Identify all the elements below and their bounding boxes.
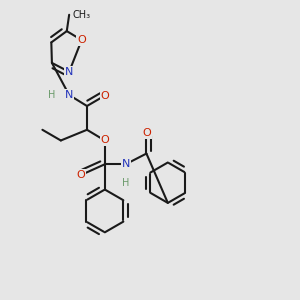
Text: H: H — [48, 90, 56, 100]
Text: O: O — [77, 35, 86, 45]
Text: CH₃: CH₃ — [73, 10, 91, 20]
Text: O: O — [100, 136, 109, 146]
Text: O: O — [142, 128, 151, 138]
Text: N: N — [122, 159, 130, 169]
Text: N: N — [65, 67, 73, 77]
Text: H: H — [122, 178, 129, 188]
Text: O: O — [100, 91, 109, 100]
Text: O: O — [77, 170, 85, 180]
Text: N: N — [65, 90, 73, 100]
